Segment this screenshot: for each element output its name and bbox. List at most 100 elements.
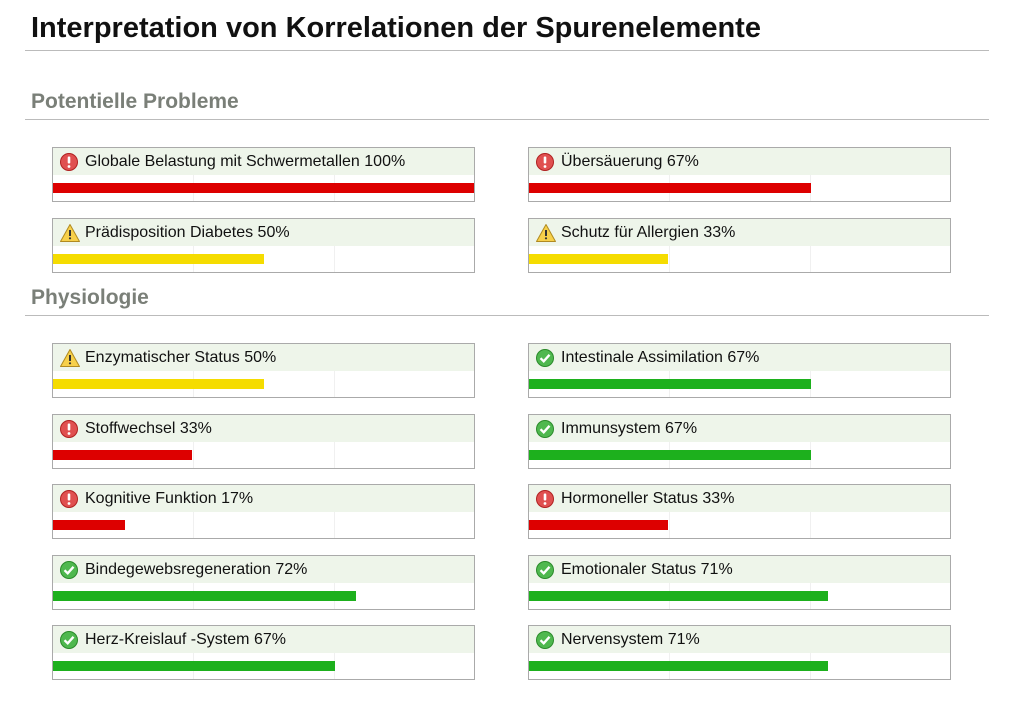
progress-bar bbox=[529, 449, 812, 460]
progress-bar bbox=[53, 379, 264, 389]
card-label: Globale Belastung mit Schwermetallen 100… bbox=[85, 153, 405, 171]
status-card: Prädisposition Diabetes 50% bbox=[52, 217, 475, 273]
status-icon bbox=[59, 152, 79, 177]
section-title: Physiologie bbox=[31, 286, 149, 309]
card-label: Kognitive Funktion 17% bbox=[85, 490, 253, 508]
grid-line bbox=[333, 371, 335, 397]
grid-line bbox=[333, 441, 335, 468]
status-card: Bindegewebsregeneration 72% bbox=[52, 554, 475, 610]
status-card: Kognitive Funktion 17% bbox=[52, 484, 475, 539]
item-label: Stoffwechsel bbox=[85, 419, 176, 437]
status-icon bbox=[535, 223, 557, 248]
status-card: Übersäuerung 67% bbox=[528, 147, 951, 202]
card-label: Herz-Kreislauf -System 67% bbox=[85, 631, 286, 649]
card-label: Enzymatischer Status 50% bbox=[85, 349, 276, 367]
card-header bbox=[53, 626, 474, 653]
status-icon bbox=[59, 223, 81, 248]
progress-bar bbox=[529, 379, 812, 389]
card-header bbox=[53, 414, 474, 442]
value-label: 71% bbox=[700, 560, 733, 578]
status-icon bbox=[535, 630, 555, 655]
progress-bar bbox=[529, 590, 828, 601]
progress-bar bbox=[53, 449, 192, 460]
value-label: 50% bbox=[257, 223, 290, 241]
value-label: 67% bbox=[727, 349, 760, 366]
progress-bar bbox=[53, 183, 474, 193]
grid-line bbox=[669, 245, 671, 272]
item-label: Übersäuerung bbox=[561, 153, 663, 170]
card-header bbox=[53, 218, 474, 246]
progress-bar bbox=[53, 520, 125, 530]
card-header bbox=[53, 555, 474, 583]
item-label: Enzymatischer Status bbox=[85, 349, 240, 366]
item-label: Nervensystem bbox=[561, 631, 664, 648]
grid-line bbox=[193, 441, 195, 468]
card-label: Prädisposition Diabetes 50% bbox=[85, 224, 290, 242]
progress-bar bbox=[529, 661, 828, 671]
status-icon bbox=[535, 152, 555, 177]
card-label: Immunsystem 67% bbox=[561, 420, 697, 438]
card-header bbox=[53, 148, 474, 175]
progress-bar bbox=[53, 590, 357, 601]
card-header bbox=[53, 485, 474, 512]
status-card: Immunsystem 67% bbox=[528, 413, 951, 469]
item-label: Prädisposition Diabetes bbox=[85, 223, 254, 241]
value-label: 67% bbox=[666, 153, 699, 170]
item-label: Herz-Kreislauf -System bbox=[85, 631, 250, 648]
card-header bbox=[529, 414, 950, 442]
value-label: 67% bbox=[253, 631, 286, 648]
grid-line bbox=[809, 512, 811, 538]
status-icon bbox=[59, 630, 79, 655]
card-header bbox=[529, 485, 950, 512]
card-label: Intestinale Assimilation 67% bbox=[561, 349, 759, 367]
value-label: 17% bbox=[221, 490, 254, 507]
status-card: Hormoneller Status 33% bbox=[528, 484, 951, 539]
status-icon bbox=[535, 560, 555, 585]
section-title: Potentielle Probleme bbox=[31, 90, 239, 113]
item-label: Kognitive Funktion bbox=[85, 490, 217, 507]
value-label: 33% bbox=[703, 223, 736, 241]
status-icon bbox=[535, 419, 555, 444]
status-icon bbox=[59, 348, 81, 373]
value-label: 33% bbox=[179, 419, 212, 437]
status-icon bbox=[535, 348, 555, 373]
status-icon bbox=[59, 489, 79, 514]
status-card: Herz-Kreislauf -System 67% bbox=[52, 625, 475, 680]
card-header bbox=[53, 344, 474, 371]
item-label: Globale Belastung mit Schwermetallen bbox=[85, 153, 360, 170]
grid-line bbox=[193, 512, 195, 538]
card-header bbox=[529, 626, 950, 653]
divider bbox=[25, 50, 989, 51]
value-label: 33% bbox=[702, 490, 735, 507]
progress-bar bbox=[53, 661, 336, 671]
item-label: Bindegewebsregeneration bbox=[85, 560, 271, 578]
progress-bar bbox=[529, 520, 668, 530]
progress-bar bbox=[529, 253, 668, 264]
status-card: Globale Belastung mit Schwermetallen 100… bbox=[52, 147, 475, 202]
card-header bbox=[529, 218, 950, 246]
status-card: Schutz für Allergien 33% bbox=[528, 217, 951, 273]
value-label: 50% bbox=[244, 349, 277, 366]
progress-bar bbox=[53, 253, 264, 264]
grid-line bbox=[669, 512, 671, 538]
card-label: Übersäuerung 67% bbox=[561, 153, 699, 171]
card-label: Emotionaler Status 71% bbox=[561, 561, 733, 579]
status-card: Emotionaler Status 71% bbox=[528, 554, 951, 610]
card-label: Nervensystem 71% bbox=[561, 631, 700, 649]
grid-line bbox=[333, 245, 335, 272]
status-icon bbox=[59, 419, 79, 444]
card-header bbox=[529, 148, 950, 175]
card-label: Bindegewebsregeneration 72% bbox=[85, 561, 307, 579]
value-label: 67% bbox=[665, 419, 698, 437]
value-label: 72% bbox=[275, 560, 308, 578]
status-icon bbox=[535, 489, 555, 514]
card-header bbox=[529, 555, 950, 583]
card-label: Schutz für Allergien 33% bbox=[561, 224, 735, 242]
divider bbox=[25, 119, 989, 120]
grid-line bbox=[809, 245, 811, 272]
item-label: Intestinale Assimilation bbox=[561, 349, 723, 366]
status-icon bbox=[59, 560, 79, 585]
item-label: Schutz für Allergien bbox=[561, 223, 699, 241]
value-label: 71% bbox=[667, 631, 700, 648]
